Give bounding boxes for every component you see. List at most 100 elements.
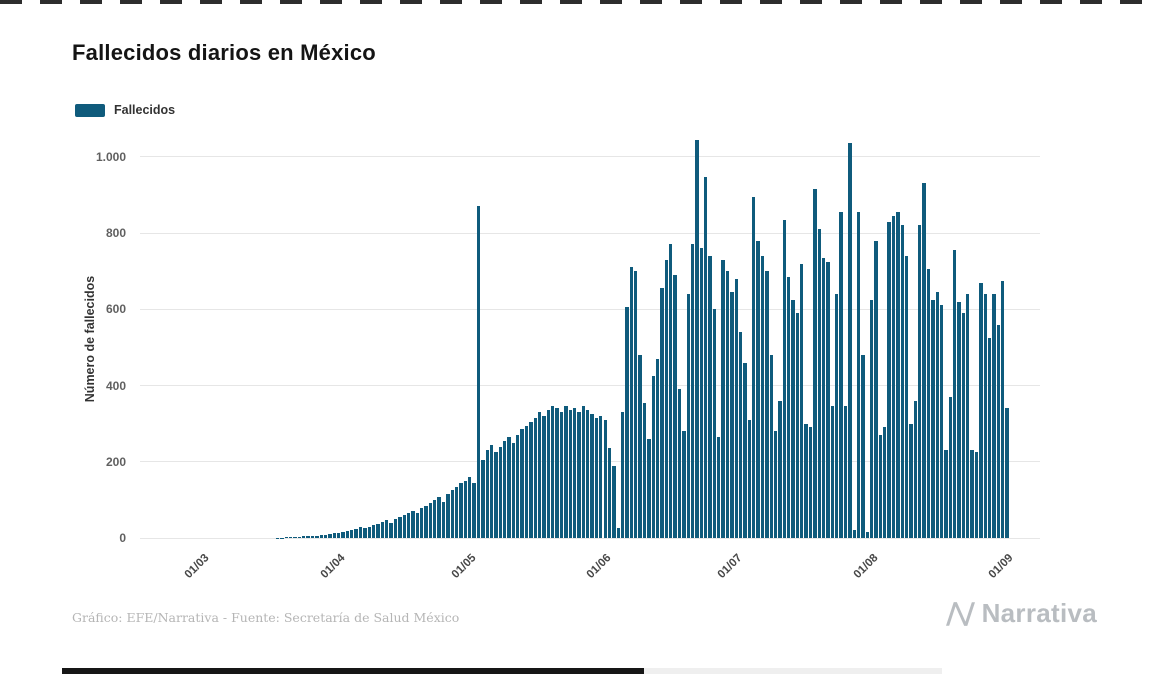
bar[interactable] [808,427,813,538]
bar[interactable] [319,535,323,538]
bar[interactable] [507,436,511,538]
bar[interactable] [730,292,734,538]
bar[interactable] [485,450,489,538]
bar[interactable] [310,536,315,538]
bar[interactable] [306,536,310,538]
bar[interactable] [699,248,703,538]
bar[interactable] [651,375,655,538]
bar[interactable] [420,508,424,538]
bar[interactable] [629,267,634,538]
bar[interactable] [472,482,476,538]
bar[interactable] [572,408,577,538]
bar[interactable] [489,444,494,538]
bar[interactable] [542,416,546,538]
bar[interactable] [546,410,551,538]
bar[interactable] [603,419,607,538]
bar[interactable] [852,530,856,538]
bar[interactable] [476,206,481,538]
bar[interactable] [887,221,891,538]
bar[interactable] [559,412,564,538]
bar[interactable] [787,276,791,538]
bar[interactable] [415,513,419,538]
bar[interactable] [660,288,664,538]
bar[interactable] [345,531,350,538]
bar[interactable] [760,255,765,538]
bar[interactable] [533,417,537,538]
bar[interactable] [529,421,533,538]
bar[interactable] [957,301,961,538]
bar[interactable] [524,425,529,538]
bar[interactable] [695,140,699,538]
bar[interactable] [315,535,319,538]
bar[interactable] [450,490,454,538]
bar[interactable] [677,389,682,538]
bar[interactable] [931,299,935,538]
bar[interactable] [974,452,979,538]
bar[interactable] [411,510,415,538]
bar[interactable] [297,536,302,538]
bar[interactable] [690,244,695,538]
bar[interactable] [734,278,738,538]
bar[interactable] [302,536,306,538]
legend-item-fallecidos[interactable]: Fallecidos [75,103,175,117]
bar[interactable] [891,215,896,538]
bar[interactable] [778,400,782,538]
bar[interactable] [1001,280,1005,538]
bar[interactable] [380,522,385,538]
bar[interactable] [424,505,428,538]
bar[interactable] [773,431,778,538]
bar[interactable] [642,402,647,538]
bar[interactable] [367,526,371,538]
bar[interactable] [765,271,769,538]
bar[interactable] [996,324,1001,538]
bar[interactable] [708,255,712,538]
bar[interactable] [743,362,747,538]
bar[interactable] [577,412,581,538]
bar[interactable] [337,532,341,538]
bar[interactable] [481,459,485,538]
bar[interactable] [463,480,468,538]
bar[interactable] [586,410,590,538]
bar[interactable] [323,534,328,538]
bar[interactable] [433,499,437,538]
bar[interactable] [747,419,752,538]
bar[interactable] [612,465,616,538]
bar[interactable] [870,299,874,538]
bar[interactable] [638,355,642,538]
bar[interactable] [883,427,887,538]
bar[interactable] [284,537,288,538]
bar[interactable] [791,299,795,538]
bar[interactable] [594,417,599,538]
bar[interactable] [568,410,572,538]
bar[interactable] [454,486,459,538]
bar[interactable] [983,294,987,538]
bar[interactable] [468,477,472,538]
bar[interactable] [437,496,441,538]
bar[interactable] [511,442,516,538]
bar[interactable] [865,532,869,538]
bar[interactable] [328,534,332,538]
bar[interactable] [393,518,398,538]
bar[interactable] [673,274,677,538]
bar[interactable] [813,189,817,538]
bar[interactable] [717,436,721,538]
bar[interactable] [904,255,909,538]
bar[interactable] [428,502,433,538]
bar[interactable] [922,183,926,538]
bar[interactable] [446,494,450,538]
bar[interactable] [804,423,808,538]
bar[interactable] [935,292,939,538]
bar[interactable] [389,522,393,538]
bar[interactable] [856,212,861,538]
bar[interactable] [918,225,922,538]
bar[interactable] [966,294,970,538]
bar[interactable] [332,533,336,538]
bar[interactable] [738,332,743,538]
bar[interactable] [861,355,865,538]
bar[interactable] [843,406,848,538]
bar[interactable] [721,259,725,538]
bar[interactable] [752,196,756,538]
bar[interactable] [341,531,345,538]
bar[interactable] [293,536,297,538]
bar[interactable] [655,358,660,538]
